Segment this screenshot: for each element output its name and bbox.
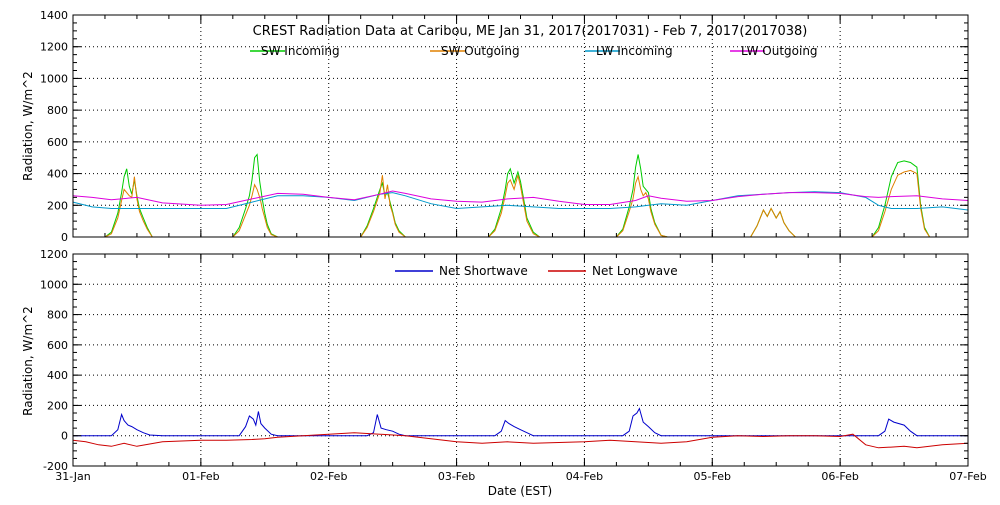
y-tick-label: 600 — [47, 339, 68, 352]
legend-label: SW Outgoing — [441, 44, 520, 58]
x-tick-label: 31-Jan — [55, 470, 91, 483]
legend-label: Net Shortwave — [439, 264, 528, 278]
y-tick-label: 1200 — [40, 248, 68, 261]
x-tick-label: 02-Feb — [310, 470, 347, 483]
y-tick-label: 400 — [47, 369, 68, 382]
legend-label: Net Longwave — [592, 264, 678, 278]
x-tick-label: 04-Feb — [566, 470, 603, 483]
y-tick-label: 200 — [47, 399, 68, 412]
y-tick-label: 600 — [47, 136, 68, 149]
series-line-net-shortwave — [73, 407, 968, 437]
bottom-y-axis-title: Radiation, W/m^2 — [21, 306, 35, 416]
x-tick-label: 05-Feb — [694, 470, 731, 483]
series-line-lw-incoming — [72, 191, 969, 211]
legend-label: LW Incoming — [596, 44, 673, 58]
x-tick-label: 06-Feb — [821, 470, 858, 483]
legend-label: LW Outgoing — [741, 44, 818, 58]
y-tick-label: 1200 — [40, 41, 68, 54]
y-tick-label: 400 — [47, 168, 68, 181]
y-tick-label: 0 — [61, 231, 68, 244]
y-tick-label: 1000 — [40, 72, 68, 85]
x-axis-title: Date (EST) — [488, 484, 552, 498]
y-tick-label: 0 — [61, 430, 68, 443]
y-tick-label: 800 — [47, 104, 68, 117]
x-tick-label: 03-Feb — [438, 470, 475, 483]
y-tick-label: 1400 — [40, 9, 68, 22]
series-line-lw-outgoing — [72, 190, 969, 206]
y-tick-label: 200 — [47, 199, 68, 212]
y-tick-label: 1000 — [40, 278, 68, 291]
y-tick-label: -200 — [43, 460, 68, 473]
x-tick-label: 01-Feb — [182, 470, 219, 483]
x-tick-label: 07-Feb — [949, 470, 986, 483]
legend-label: SW Incoming — [261, 44, 340, 58]
top-y-axis-title: Radiation, W/m^2 — [21, 71, 35, 181]
chart-title: CREST Radiation Data at Caribou, ME Jan … — [253, 24, 808, 39]
y-tick-label: 800 — [47, 309, 68, 322]
series-line-net-longwave — [72, 432, 969, 449]
